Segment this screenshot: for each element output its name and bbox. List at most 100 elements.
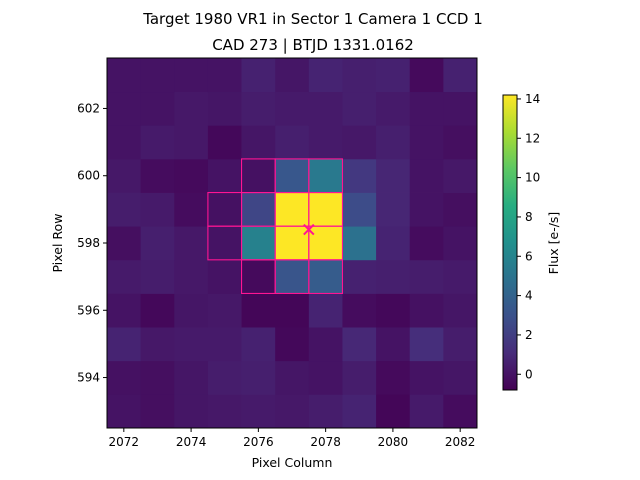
heatmap-cell bbox=[308, 226, 343, 261]
heatmap-cell bbox=[342, 91, 377, 126]
heatmap-cell bbox=[342, 327, 377, 362]
heatmap-cell bbox=[409, 394, 444, 429]
y-axis-ticks: 594 596 598 600 602 bbox=[77, 101, 107, 385]
heatmap-cell bbox=[207, 158, 242, 193]
colorbar-tick-label: 0 bbox=[525, 367, 533, 381]
heatmap-cell bbox=[207, 192, 242, 227]
heatmap-cell bbox=[207, 58, 242, 93]
aperture-pixel bbox=[308, 158, 344, 194]
x-tick-label: 2076 bbox=[243, 435, 274, 449]
heatmap-cell bbox=[174, 360, 209, 395]
heatmap-cell bbox=[107, 259, 142, 294]
heatmap-cell bbox=[376, 125, 411, 160]
heatmap-cell bbox=[443, 125, 478, 160]
colorbar-tick-label: 12 bbox=[525, 131, 540, 145]
y-tick-label: 598 bbox=[77, 236, 100, 250]
heatmap-cell bbox=[207, 394, 242, 429]
heatmap-cell bbox=[275, 360, 310, 395]
aperture-outline bbox=[207, 158, 344, 295]
heatmap-cell bbox=[443, 226, 478, 261]
heatmap-cell bbox=[342, 293, 377, 328]
colorbar-tick-label: 4 bbox=[525, 289, 533, 303]
heatmap-cell bbox=[140, 327, 175, 362]
heatmap-cell bbox=[207, 259, 242, 294]
heatmap-cell bbox=[107, 327, 142, 362]
heatmap-cell bbox=[342, 394, 377, 429]
heatmap-cell bbox=[207, 293, 242, 328]
heatmap-cells bbox=[107, 58, 478, 429]
heatmap-cell bbox=[376, 192, 411, 227]
heatmap-cell bbox=[275, 58, 310, 93]
heatmap-cell bbox=[376, 394, 411, 429]
heatmap-cell bbox=[275, 91, 310, 126]
heatmap-cell bbox=[174, 125, 209, 160]
heatmap-cell bbox=[140, 158, 175, 193]
colorbar-ticks: 0 2 4 6 8 10 12 14 bbox=[517, 92, 540, 381]
heatmap-cell bbox=[174, 293, 209, 328]
heatmap-cell bbox=[275, 158, 310, 193]
heatmap-cell bbox=[174, 259, 209, 294]
heatmap-cell bbox=[207, 125, 242, 160]
heatmap-cell bbox=[376, 226, 411, 261]
heatmap-cell bbox=[409, 327, 444, 362]
heatmap-cell bbox=[308, 91, 343, 126]
heatmap-cell bbox=[107, 58, 142, 93]
heatmap-cell bbox=[207, 327, 242, 362]
colorbar bbox=[502, 94, 518, 391]
heatmap-cell bbox=[308, 192, 343, 227]
heatmap-cell bbox=[241, 158, 276, 193]
heatmap-cell bbox=[342, 226, 377, 261]
heatmap-cell bbox=[376, 259, 411, 294]
heatmap-cell bbox=[174, 58, 209, 93]
heatmap-cell bbox=[140, 360, 175, 395]
x-tick-label: 2074 bbox=[176, 435, 207, 449]
y-tick-label: 596 bbox=[77, 303, 100, 317]
heatmap-cell bbox=[174, 394, 209, 429]
heatmap-cell bbox=[241, 192, 276, 227]
heatmap-cell bbox=[241, 226, 276, 261]
heatmap-cell bbox=[342, 360, 377, 395]
x-tick-label: 2082 bbox=[445, 435, 476, 449]
chart-title-line1: Target 1980 VR1 in Sector 1 Camera 1 CCD… bbox=[142, 10, 483, 28]
heatmap-cell bbox=[107, 293, 142, 328]
x-tick-label: 2078 bbox=[310, 435, 341, 449]
heatmap-cell bbox=[107, 91, 142, 126]
x-axis-label: Pixel Column bbox=[252, 455, 333, 470]
heatmap-cell bbox=[140, 226, 175, 261]
heatmap-cell bbox=[409, 192, 444, 227]
heatmap-cell bbox=[409, 125, 444, 160]
heatmap-cell bbox=[241, 58, 276, 93]
heatmap-cell bbox=[409, 226, 444, 261]
colorbar-tick-label: 8 bbox=[525, 210, 533, 224]
heatmap-cell bbox=[275, 293, 310, 328]
heatmap-cell bbox=[241, 259, 276, 294]
heatmap-cell bbox=[308, 293, 343, 328]
colorbar-tick-label: 6 bbox=[525, 249, 533, 263]
target-marker-stroke bbox=[303, 223, 315, 236]
heatmap-cell bbox=[342, 192, 377, 227]
colorbar-tick-label: 14 bbox=[525, 92, 540, 106]
heatmap-cell bbox=[107, 360, 142, 395]
heatmap-cell bbox=[409, 259, 444, 294]
heatmap-cell bbox=[443, 259, 478, 294]
heatmap-cell bbox=[409, 360, 444, 395]
heatmap-cell bbox=[376, 293, 411, 328]
heatmap-cell bbox=[376, 158, 411, 193]
heatmap-cell bbox=[174, 226, 209, 261]
heatmap-cell bbox=[443, 158, 478, 193]
heatmap-cell bbox=[308, 58, 343, 93]
heatmap-cell bbox=[107, 226, 142, 261]
heatmap-cell bbox=[174, 158, 209, 193]
heatmap-cell bbox=[241, 91, 276, 126]
heatmap-cell bbox=[275, 192, 310, 227]
heatmap-cell bbox=[140, 192, 175, 227]
x-axis-ticks: 2072 2074 2076 2078 2080 2082 bbox=[109, 428, 476, 449]
heatmap-cell bbox=[107, 192, 142, 227]
heatmap-cell bbox=[443, 58, 478, 93]
y-axis-label: Pixel Row bbox=[50, 214, 65, 273]
heatmap-cell bbox=[140, 259, 175, 294]
heatmap-cell bbox=[443, 394, 478, 429]
heatmap-cell bbox=[275, 394, 310, 429]
heatmap-cell bbox=[107, 158, 142, 193]
heatmap-cell bbox=[443, 293, 478, 328]
